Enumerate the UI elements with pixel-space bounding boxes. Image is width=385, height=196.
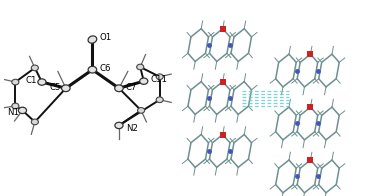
Ellipse shape — [137, 108, 145, 113]
Text: C5: C5 — [49, 83, 60, 92]
Text: C1: C1 — [25, 76, 37, 85]
Ellipse shape — [140, 78, 148, 84]
Ellipse shape — [115, 122, 123, 129]
Ellipse shape — [18, 107, 27, 114]
Text: C7: C7 — [126, 83, 137, 92]
Ellipse shape — [115, 85, 123, 92]
Ellipse shape — [137, 64, 144, 70]
Ellipse shape — [31, 119, 38, 125]
Text: C11: C11 — [151, 75, 167, 84]
Text: N2: N2 — [126, 124, 138, 133]
Text: N1: N1 — [7, 108, 19, 117]
Ellipse shape — [88, 36, 97, 43]
Text: O1: O1 — [99, 33, 111, 42]
Ellipse shape — [156, 74, 163, 80]
Ellipse shape — [38, 79, 46, 85]
Ellipse shape — [31, 65, 38, 71]
Ellipse shape — [156, 97, 163, 103]
Ellipse shape — [62, 85, 70, 92]
Text: C6: C6 — [100, 64, 111, 73]
Ellipse shape — [12, 79, 19, 85]
Ellipse shape — [88, 66, 97, 73]
Ellipse shape — [12, 103, 19, 109]
